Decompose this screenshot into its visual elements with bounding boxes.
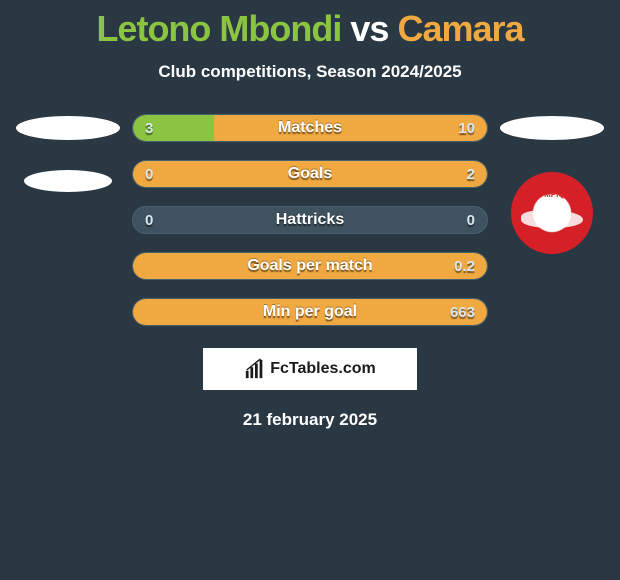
subtitle: Club competitions, Season 2024/2025	[0, 62, 620, 82]
player1-silhouette-icon	[16, 116, 120, 140]
stat-label: Goals per match	[133, 257, 487, 275]
stat-bar: 0Hattricks0	[132, 206, 488, 234]
main-row: 3Matches100Goals20Hattricks0Goals per ma…	[0, 114, 620, 326]
player2-silhouette-icon	[500, 116, 604, 140]
player1-column	[8, 114, 128, 326]
stats-column: 3Matches100Goals20Hattricks0Goals per ma…	[128, 114, 492, 326]
stat-value-right: 10	[458, 120, 475, 137]
stat-label: Hattricks	[133, 211, 487, 229]
watermark-text: FcTables.com	[270, 360, 376, 378]
player2-club-logo-icon: NIMES OLYMPIQUE	[511, 172, 593, 254]
stat-label: Min per goal	[133, 303, 487, 321]
stat-label: Goals	[133, 165, 487, 183]
player2-column: NIMES OLYMPIQUE	[492, 114, 612, 326]
player1-club-placeholder-icon	[24, 170, 112, 192]
player1-name: Letono Mbondi	[96, 8, 341, 49]
stat-bar: Goals per match0.2	[132, 252, 488, 280]
stat-value-right: 0	[467, 212, 475, 229]
stat-value-right: 663	[450, 304, 475, 321]
comparison-title: Letono Mbondi vs Camara	[0, 0, 620, 50]
watermark-badge: FcTables.com	[203, 348, 417, 390]
stat-value-right: 0.2	[454, 258, 475, 275]
stat-bar: 3Matches10	[132, 114, 488, 142]
stat-bar: 0Goals2	[132, 160, 488, 188]
club-logo-text: NIMES OLYMPIQUE	[511, 183, 593, 199]
vs-text: vs	[350, 8, 388, 49]
date-text: 21 february 2025	[0, 410, 620, 430]
player2-name: Camara	[397, 8, 523, 49]
stat-bar: Min per goal663	[132, 298, 488, 326]
stat-label: Matches	[133, 119, 487, 137]
chart-icon	[244, 358, 266, 380]
stat-value-right: 2	[467, 166, 475, 183]
